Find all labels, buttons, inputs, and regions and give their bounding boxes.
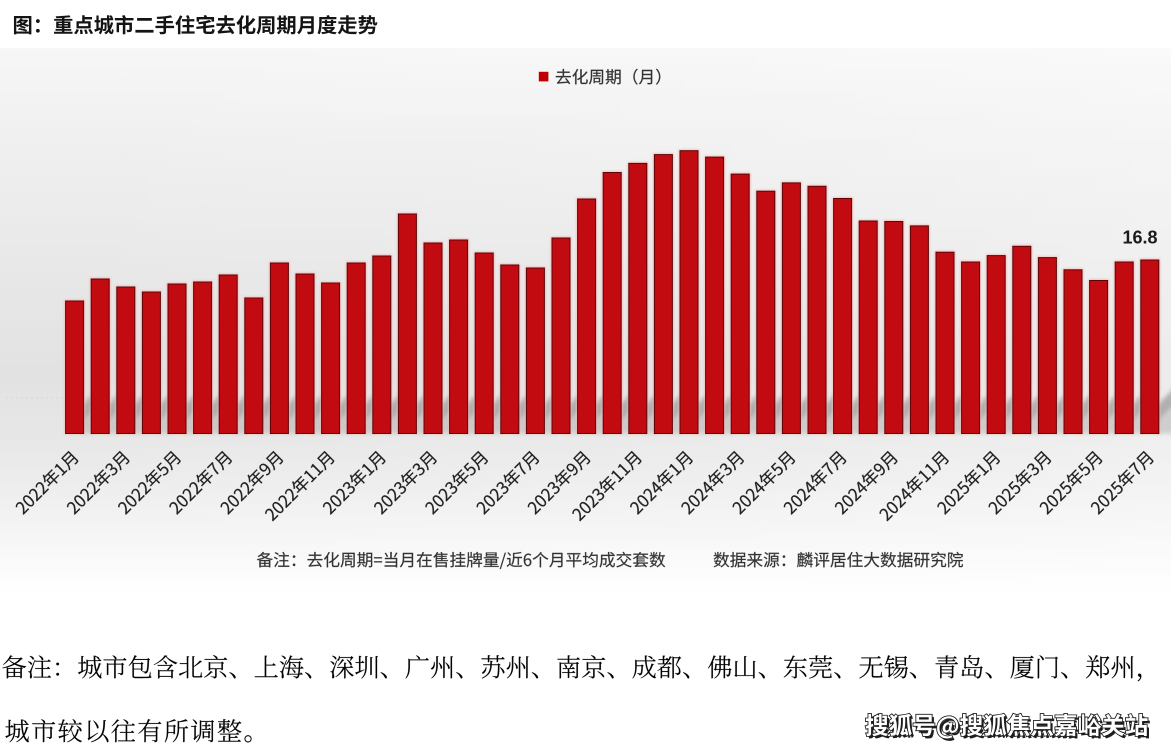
svg-text:16.8: 16.8 [1122,227,1157,247]
